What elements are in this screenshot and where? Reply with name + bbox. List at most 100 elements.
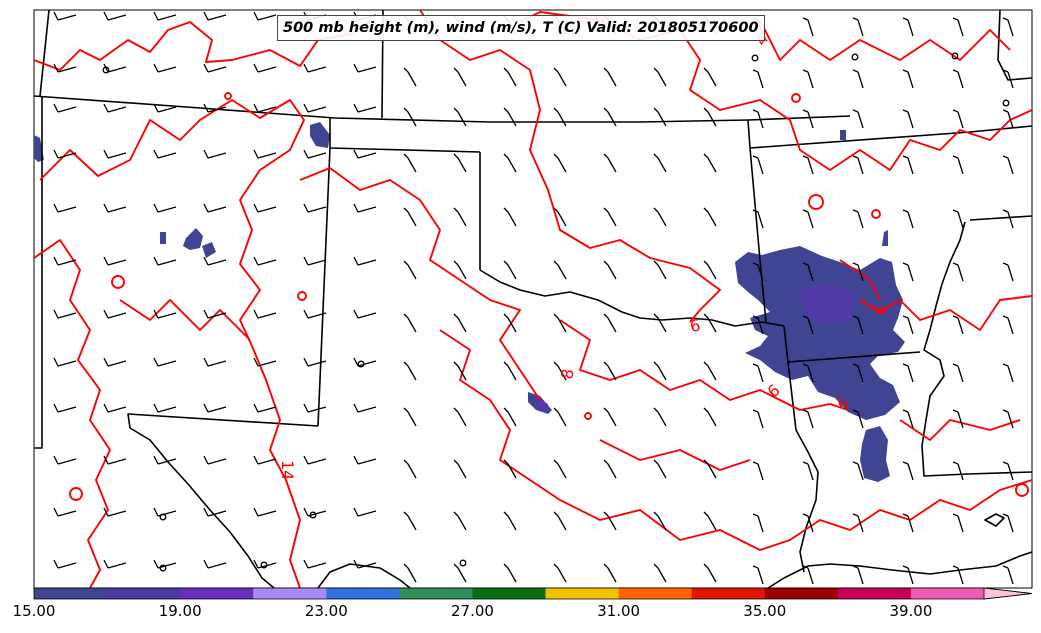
wind-barb: [653, 361, 667, 381]
wind-barb: [253, 149, 277, 159]
contour-line-6: [299, 167, 541, 401]
wind-barb: [203, 103, 227, 113]
wind-barb: [802, 315, 814, 335]
wind-barb: [1002, 513, 1014, 533]
wind-barb: [802, 262, 814, 282]
wind-barb: [653, 67, 667, 87]
wind-barb: [53, 203, 77, 213]
wind-barb: [303, 309, 327, 319]
wind-barb: [802, 209, 814, 229]
station-circle: [1002, 99, 1010, 107]
wind-barb: [802, 109, 814, 129]
station-circle: [851, 53, 859, 61]
wind-barb: [503, 107, 517, 127]
wind-barb: [653, 207, 667, 227]
wind-barb: [153, 63, 177, 73]
wind-barb: [153, 357, 177, 367]
wind-barb: [203, 11, 227, 21]
wind-barb: [553, 107, 567, 127]
wind-barb: [553, 511, 567, 531]
wind-barb: [802, 155, 814, 175]
wind-barb: [902, 155, 914, 175]
border-ok-ar: [749, 125, 1032, 149]
wind-barb: [952, 565, 964, 585]
border-red-river: [479, 269, 785, 327]
wind-barb: [802, 513, 814, 533]
wind-barb: [703, 67, 717, 87]
wind-barb: [1002, 109, 1014, 129]
wind-barb: [453, 563, 467, 583]
wind-barb: [453, 313, 467, 333]
shaded-precip-core: [538, 282, 856, 410]
wind-barb: [453, 153, 467, 173]
wind-barb: [453, 260, 467, 280]
wind-barb: [203, 256, 227, 266]
wind-barb: [802, 409, 814, 429]
colorbar-tick-label: 27.00: [450, 602, 494, 620]
wind-barb: [902, 461, 914, 481]
wind-barb: [353, 309, 377, 319]
contour-blob-7: [69, 487, 83, 501]
wind-barb: [153, 149, 177, 159]
wind-barb: [852, 513, 864, 533]
wind-barb: [303, 507, 327, 517]
colorbar-segment: [618, 588, 693, 599]
wind-barb: [553, 407, 567, 427]
wind-barb: [303, 455, 327, 465]
contour-label: 6: [689, 315, 702, 335]
wind-barb: [902, 262, 914, 282]
wind-barb: [852, 409, 864, 429]
wind-barb: [703, 459, 717, 479]
wind-barb: [153, 103, 177, 113]
wind-barb: [503, 563, 517, 583]
wind-barb: [952, 17, 964, 37]
wind-barb: [703, 107, 717, 127]
wind-barb: [503, 260, 517, 280]
wind-barb: [1002, 461, 1014, 481]
colorbar: [33, 587, 1033, 600]
border-tx-la: [783, 325, 819, 573]
contour-line-13: [599, 439, 751, 471]
wind-barb: [153, 309, 177, 319]
map-title: 500 mb height (m), wind (m/s), T (C) Val…: [277, 15, 765, 41]
wind-barb: [852, 109, 864, 129]
wind-barb: [103, 11, 127, 21]
wind-barb: [1002, 155, 1014, 175]
wind-barb: [902, 209, 914, 229]
wind-barb: [403, 563, 417, 583]
wind-barb: [153, 559, 177, 569]
wind-barb: [203, 149, 227, 159]
wind-barb: [752, 565, 764, 585]
wind-barb: [203, 559, 227, 569]
state-borders: [34, 10, 1032, 588]
wind-barb: [103, 455, 127, 465]
wind-barb: [503, 361, 517, 381]
wind-barb: [103, 149, 127, 159]
wind-barb: [203, 455, 227, 465]
colorbar-segment: [326, 588, 400, 599]
wind-barb: [653, 563, 667, 583]
wind-barb: [353, 559, 377, 569]
wind-barb: [703, 361, 717, 381]
wind-barb: [403, 260, 417, 280]
colorbar-tick-label: 19.00: [158, 602, 202, 620]
wind-barb: [353, 455, 377, 465]
wind-barb: [153, 11, 177, 21]
wind-barb: [503, 459, 517, 479]
wind-barb: [902, 315, 914, 335]
wind-barb: [403, 67, 417, 87]
wind-barb: [902, 565, 914, 585]
wind-barb: [852, 209, 864, 229]
wind-barb: [1002, 363, 1014, 383]
wind-barb: [1002, 565, 1014, 585]
wind-barb: [153, 455, 177, 465]
wind-barb: [453, 361, 467, 381]
wind-barb: [503, 153, 517, 173]
contour-line-1: [34, 19, 373, 71]
colorbar-segment: [764, 588, 839, 599]
wind-barb: [902, 513, 914, 533]
contour-line-12: [119, 299, 251, 341]
wind-barb: [203, 63, 227, 73]
shaded-area-south: [860, 426, 890, 482]
